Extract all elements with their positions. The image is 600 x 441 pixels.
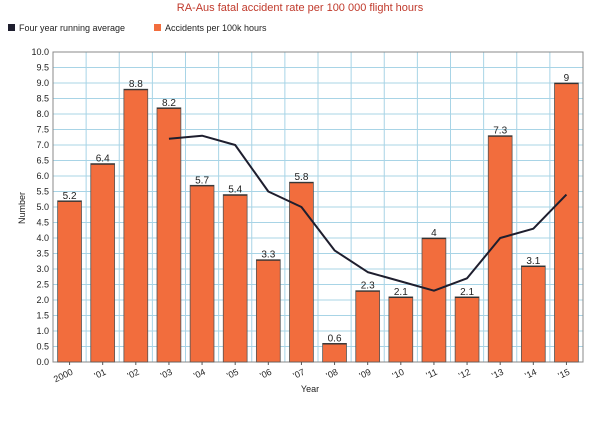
data-label: 6.4	[96, 154, 110, 165]
bar-05	[222, 194, 248, 363]
plot-frame	[52, 51, 584, 363]
x-tick-label: '07	[291, 367, 306, 381]
data-label: 2.3	[361, 281, 375, 292]
bar-10	[388, 296, 414, 363]
x-tick-label: '14	[523, 367, 538, 381]
bar-09	[355, 290, 381, 363]
x-tick-label: '06	[258, 367, 273, 381]
legend: Four year running average Accidents per …	[8, 23, 267, 33]
x-tick-label: '05	[225, 367, 240, 381]
y-tick-label: 8.5	[36, 94, 49, 104]
legend-swatch-line	[8, 24, 15, 31]
x-axis-label: Year	[301, 384, 319, 394]
data-label: 8.8	[129, 79, 143, 90]
data-labels: 5.2 6.4 8.8 8.2 5.7 5.4 3.3 5.8 0.6 2.3 2.1 4 2.1 7.3…	[63, 73, 570, 344]
y-tick-label: 4.0	[36, 233, 49, 243]
running-average-line	[168, 134, 568, 292]
bar-11	[421, 237, 447, 363]
bar-07	[289, 181, 314, 363]
y-tick-label: 6.5	[36, 156, 49, 166]
bar-01	[90, 163, 116, 363]
y-tick-label: 8.0	[36, 109, 49, 119]
y-tick-label: 0.0	[36, 357, 49, 367]
y-tick-label: 6.0	[36, 171, 49, 181]
x-ticks: 2000 '01 '02 '03 '04 '05 '06 '07 '08 '09 '10 '11 '12…	[52, 362, 571, 384]
data-label: 4	[431, 228, 437, 239]
bars	[57, 82, 579, 363]
y-tick-label: 10.0	[31, 47, 49, 57]
y-tick-label: 4.5	[36, 218, 49, 228]
x-tick-label: '11	[425, 367, 439, 381]
data-label: 3.1	[526, 256, 540, 267]
x-tick-label: '03	[159, 367, 174, 381]
data-label: 5.7	[195, 175, 209, 186]
data-label: 8.2	[162, 98, 176, 109]
bar-08	[322, 342, 347, 363]
x-tick-label: '12	[457, 367, 472, 381]
x-tick-label: '04	[192, 367, 207, 381]
y-tick-label: 9.0	[36, 78, 49, 88]
y-tick-label: 7.0	[36, 140, 49, 150]
y-tick-label: 2.0	[36, 295, 49, 305]
bar-02	[123, 88, 149, 363]
legend-label-line: Four year running average	[19, 23, 125, 33]
legend-swatch-bar	[154, 24, 161, 31]
y-tick-label: 5.0	[36, 202, 49, 212]
x-tick-label: '09	[358, 367, 373, 381]
x-tick-label: '02	[126, 367, 141, 381]
chart-title: RA-Aus fatal accident rate per 100 000 f…	[177, 2, 424, 14]
bar-06	[255, 259, 281, 363]
running-average-line-group	[168, 134, 568, 292]
y-tick-label: 5.5	[36, 187, 49, 197]
data-label: 2.1	[460, 287, 474, 298]
x-tick-label: '08	[325, 367, 340, 381]
legend-label-bar: Accidents per 100k hours	[165, 23, 267, 33]
bar-15	[554, 82, 579, 363]
data-label: 2.1	[394, 287, 408, 298]
y-tick-label: 1.0	[36, 326, 49, 336]
bar-2000	[57, 200, 82, 363]
data-label: 3.3	[261, 250, 275, 261]
y-tick-label: 3.5	[36, 249, 49, 259]
x-tick-label: '01	[93, 367, 108, 381]
data-label: 7.3	[493, 126, 507, 137]
x-tick-label: '15	[556, 367, 571, 381]
data-label: 0.6	[328, 333, 342, 344]
data-label: 5.2	[63, 191, 77, 202]
y-tick-label: 0.5	[36, 342, 49, 352]
y-tick-label: 2.5	[36, 280, 49, 290]
data-label: 5.4	[228, 185, 242, 196]
bar-14	[520, 265, 546, 363]
y-tick-label: 3.0	[36, 264, 49, 274]
x-tick-label: '13	[490, 367, 505, 381]
data-label: 5.8	[294, 172, 308, 183]
y-axis-label: Number	[17, 192, 27, 224]
y-tick-label: 1.5	[36, 311, 49, 321]
x-tick-label: 2000	[52, 367, 74, 385]
bar-04	[189, 184, 215, 363]
y-ticks: 0.0 0.5 1.0 1.5 2.0 2.5 3.0 3.5 4.0 4.5 5.0 5.5 6.0 6…	[31, 47, 49, 367]
y-tick-label: 7.5	[36, 125, 49, 135]
data-label: 9	[564, 73, 570, 84]
y-tick-label: 9.5	[36, 63, 49, 73]
bar-03	[156, 107, 182, 363]
x-tick-label: '10	[391, 367, 406, 381]
bar-12	[454, 296, 480, 363]
